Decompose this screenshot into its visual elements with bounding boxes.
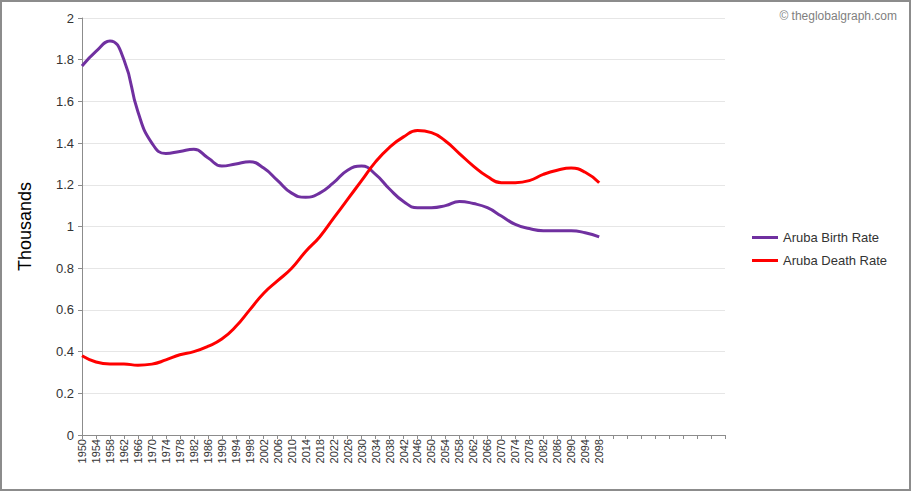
svg-text:2086: 2086 — [551, 439, 563, 463]
svg-text:0.2: 0.2 — [56, 386, 74, 401]
svg-text:2054: 2054 — [439, 439, 451, 463]
svg-text:2014: 2014 — [300, 439, 312, 463]
svg-text:1994: 1994 — [230, 439, 242, 463]
svg-text:0.8: 0.8 — [56, 261, 74, 276]
svg-text:1: 1 — [67, 219, 74, 234]
svg-text:1958: 1958 — [104, 439, 116, 463]
svg-text:1.8: 1.8 — [56, 52, 74, 67]
svg-text:2: 2 — [67, 11, 74, 26]
svg-text:1962: 1962 — [118, 439, 130, 463]
svg-text:2066: 2066 — [481, 439, 493, 463]
svg-text:1.4: 1.4 — [56, 136, 74, 151]
svg-text:2050: 2050 — [425, 439, 437, 463]
svg-text:0.4: 0.4 — [56, 344, 74, 359]
svg-text:Aruba Birth Rate: Aruba Birth Rate — [783, 230, 879, 245]
svg-text:2010: 2010 — [286, 439, 298, 463]
svg-text:2042: 2042 — [398, 439, 410, 463]
svg-text:2098: 2098 — [593, 439, 605, 463]
svg-text:0: 0 — [67, 428, 74, 443]
svg-text:1950: 1950 — [76, 439, 88, 463]
svg-text:Aruba Death Rate: Aruba Death Rate — [783, 253, 887, 268]
svg-text:Thousands: Thousands — [15, 182, 35, 271]
svg-text:2034: 2034 — [370, 439, 382, 463]
svg-text:2046: 2046 — [411, 439, 423, 463]
svg-text:1990: 1990 — [216, 439, 228, 463]
svg-text:2070: 2070 — [495, 439, 507, 463]
svg-text:1970: 1970 — [146, 439, 158, 463]
svg-text:1986: 1986 — [202, 439, 214, 463]
svg-text:2030: 2030 — [356, 439, 368, 463]
svg-text:1978: 1978 — [174, 439, 186, 463]
svg-text:1998: 1998 — [244, 439, 256, 463]
svg-text:1974: 1974 — [160, 439, 172, 463]
svg-text:2090: 2090 — [565, 439, 577, 463]
svg-text:1.2: 1.2 — [56, 177, 74, 192]
svg-text:1.6: 1.6 — [56, 94, 74, 109]
svg-text:2022: 2022 — [328, 439, 340, 463]
svg-text:2094: 2094 — [579, 439, 591, 463]
svg-text:0.6: 0.6 — [56, 302, 74, 317]
svg-text:2018: 2018 — [314, 439, 326, 463]
svg-text:1954: 1954 — [90, 439, 102, 463]
svg-text:1982: 1982 — [188, 439, 200, 463]
svg-text:2058: 2058 — [453, 439, 465, 463]
svg-text:2074: 2074 — [509, 439, 521, 463]
svg-text:2026: 2026 — [342, 439, 354, 463]
svg-text:2082: 2082 — [537, 439, 549, 463]
svg-text:2078: 2078 — [523, 439, 535, 463]
svg-text:2062: 2062 — [467, 439, 479, 463]
svg-text:2006: 2006 — [272, 439, 284, 463]
svg-text:2038: 2038 — [384, 439, 396, 463]
svg-text:1966: 1966 — [132, 439, 144, 463]
svg-text:2002: 2002 — [258, 439, 270, 463]
svg-text:© theglobalgraph.com: © theglobalgraph.com — [779, 9, 897, 23]
